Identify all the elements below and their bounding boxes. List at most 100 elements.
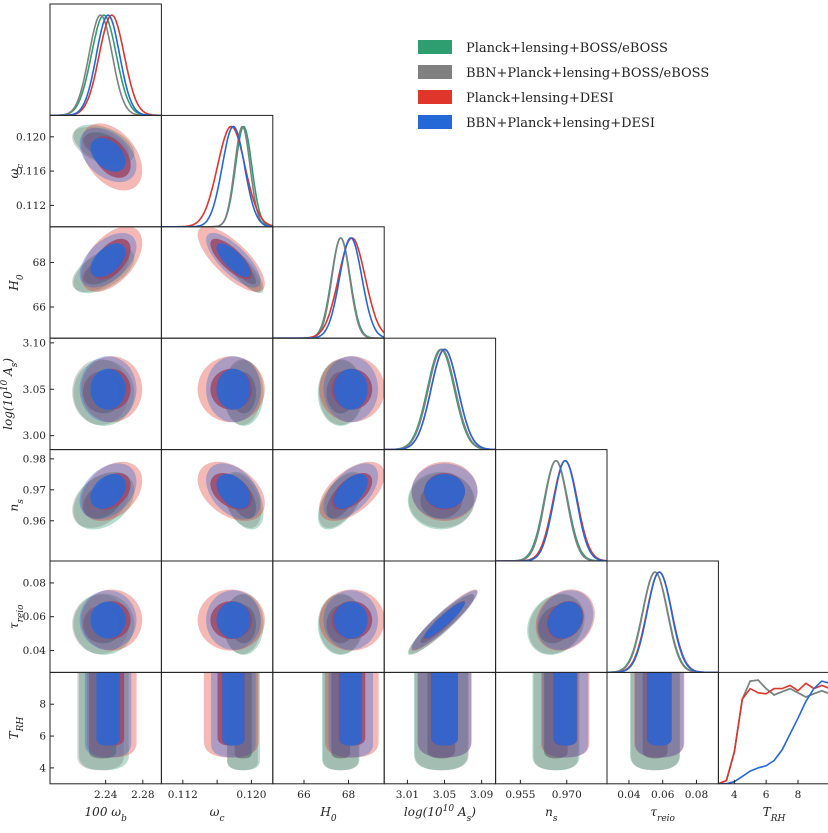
y-tick-label-H0: 66	[33, 302, 47, 314]
contour-68-bbn-planck-lensing-desi	[424, 474, 465, 509]
y-tick-label-As: 3.10	[23, 337, 46, 349]
posterior-panel-wc	[160, 114, 274, 228]
panel-ns-vs-As	[383, 449, 497, 562]
contour-68-bbn-planck-lensing-desi	[216, 601, 251, 639]
posterior-bbn-planck-lensing-boss-eboss	[161, 125, 273, 227]
x-tick-label-As: 3.01	[396, 789, 419, 801]
y-tick-label-tau: 0.06	[23, 611, 47, 623]
x-tick-label-H0: 68	[342, 789, 355, 801]
posterior-panel-ns	[495, 449, 608, 562]
x-axis-label-wc: ωc	[210, 805, 225, 824]
contour-68-bbn-planck-lensing-desi	[339, 672, 362, 746]
panel-tau-vs-H0	[272, 560, 385, 673]
legend-swatch-green	[418, 40, 452, 54]
posterior-panel-As	[383, 337, 497, 451]
panel-tau-vs-wc	[160, 560, 274, 673]
legend-item-planck-lensing-desi: Planck+lensing+DESI	[418, 90, 614, 106]
contour-68-bbn-planck-lensing-desi	[647, 672, 672, 746]
panel-TRH-vs-wb	[49, 671, 162, 785]
contour-68-bbn-planck-lensing-desi	[90, 243, 126, 278]
y-tick-label-TRH: 4	[39, 762, 46, 774]
panel-frame	[717, 671, 828, 785]
contour-68-bbn-planck-lensing-desi	[90, 474, 126, 509]
legend-item-bbn-planck-lensing-desi: BBN+Planck+lensing+DESI	[418, 115, 655, 131]
x-tick-label-ns: 0.970	[552, 789, 582, 801]
panel-frame	[49, 3, 162, 116]
panels-layer	[49, 3, 828, 785]
y-axis-label-wc: ωc	[7, 164, 26, 179]
x-tick-label-H0: 66	[297, 789, 311, 801]
x-axis-label-As: log(1010 As)	[404, 804, 476, 824]
x-tick-label-wc: 0.120	[236, 789, 266, 801]
panel-ns-vs-H0	[272, 449, 385, 562]
x-tick-label-tau: 0.08	[685, 789, 708, 801]
x-tick-label-As: 3.05	[433, 789, 456, 801]
y-tick-label-wc: 0.116	[16, 166, 46, 178]
panel-TRH-vs-As	[383, 671, 497, 785]
panel-TRH-vs-tau	[606, 671, 719, 785]
posterior-bbn-planck-lensing-boss-eboss	[50, 14, 162, 116]
y-axis-label-ns: ns	[7, 499, 26, 512]
legend-swatch-blue	[418, 115, 452, 129]
legend-label-bbn-planck-lensing-boss-eboss: BBN+Planck+lensing+BOSS/eBOSS	[466, 66, 709, 81]
y-tick-label-As: 3.05	[23, 384, 46, 396]
posterior-bbn-planck-lensing-desi	[718, 680, 828, 784]
panel-wc-vs-wb	[49, 114, 162, 228]
posterior-planck-lensing-boss-eboss	[50, 14, 162, 116]
panel-As-vs-wb	[49, 337, 162, 451]
posterior-bbn-planck-lensing-boss-eboss	[384, 348, 496, 450]
panel-As-vs-H0	[272, 337, 385, 451]
x-tick-label-TRH: 6	[763, 789, 770, 801]
posterior-panel-wb	[49, 3, 162, 116]
legend: Planck+lensing+BOSS/eBOSS BBN+Planck+len…	[418, 40, 709, 131]
posterior-panel-H0	[272, 226, 385, 339]
y-axis-label-As: log(1010 As)	[0, 358, 20, 430]
y-tick-label-ns: 0.98	[23, 453, 46, 465]
y-tick-label-tau: 0.08	[23, 577, 46, 589]
legend-item-planck-lensing-boss-eboss: Planck+lensing+BOSS/eBOSS	[418, 40, 668, 56]
panel-tau-vs-As	[383, 560, 497, 673]
panel-frame	[495, 449, 608, 562]
posterior-bbn-planck-lensing-desi	[384, 348, 496, 450]
posterior-panel-TRH	[717, 671, 828, 785]
panel-H0-vs-wc	[160, 226, 274, 339]
contour-68-bbn-planck-lensing-desi	[333, 601, 368, 639]
panel-ns-vs-wb	[49, 449, 162, 562]
posterior-bbn-planck-lensing-desi	[495, 459, 608, 562]
contour-68-bbn-planck-lensing-desi	[553, 672, 577, 746]
posterior-bbn-planck-lensing-boss-eboss	[718, 679, 828, 784]
x-axis-label-H0: H0	[319, 805, 336, 824]
y-tick-label-ns: 0.97	[23, 484, 46, 496]
legend-item-bbn-planck-lensing-boss-eboss: BBN+Planck+lensing+BOSS/eBOSS	[418, 65, 709, 81]
panel-As-vs-wc	[160, 337, 274, 451]
legend-label-planck-lensing-desi: Planck+lensing+DESI	[466, 91, 614, 106]
x-tick-label-wb: 2.24	[94, 789, 118, 801]
x-tick-label-wc: 0.112	[168, 789, 198, 801]
contour-68-bbn-planck-lensing-desi	[222, 672, 245, 746]
y-tick-label-ns: 0.96	[23, 515, 47, 527]
legend-label-planck-lensing-boss-eboss: Planck+lensing+BOSS/eBOSS	[466, 41, 668, 56]
legend-swatch-gray	[418, 65, 452, 79]
posterior-planck-lensing-desi	[718, 682, 828, 784]
contour-68-bbn-planck-lensing-desi	[424, 601, 465, 639]
contour-68-bbn-planck-lensing-desi	[216, 474, 251, 509]
x-tick-label-TRH: 4	[731, 789, 738, 801]
y-axis-label-TRH: TRH	[7, 717, 26, 740]
panel-tau-vs-wb	[49, 560, 162, 673]
contour-68-bbn-planck-lensing-desi	[547, 601, 583, 639]
posterior-planck-lensing-desi	[384, 348, 496, 450]
contour-68-bbn-planck-lensing-desi	[431, 672, 459, 746]
contour-68-bbn-planck-lensing-desi	[90, 368, 126, 410]
x-tick-label-ns: 0.955	[505, 789, 535, 801]
y-tick-label-wc: 0.120	[16, 131, 46, 143]
x-tick-label-wb: 2.28	[131, 789, 154, 801]
y-tick-label-As: 3.00	[23, 430, 46, 442]
posterior-planck-lensing-boss-eboss	[161, 125, 273, 227]
panel-frame	[160, 114, 274, 228]
contour-68-bbn-planck-lensing-desi	[96, 672, 120, 746]
posterior-bbn-planck-lensing-boss-eboss	[607, 571, 719, 673]
posterior-planck-lensing-desi	[50, 14, 162, 116]
